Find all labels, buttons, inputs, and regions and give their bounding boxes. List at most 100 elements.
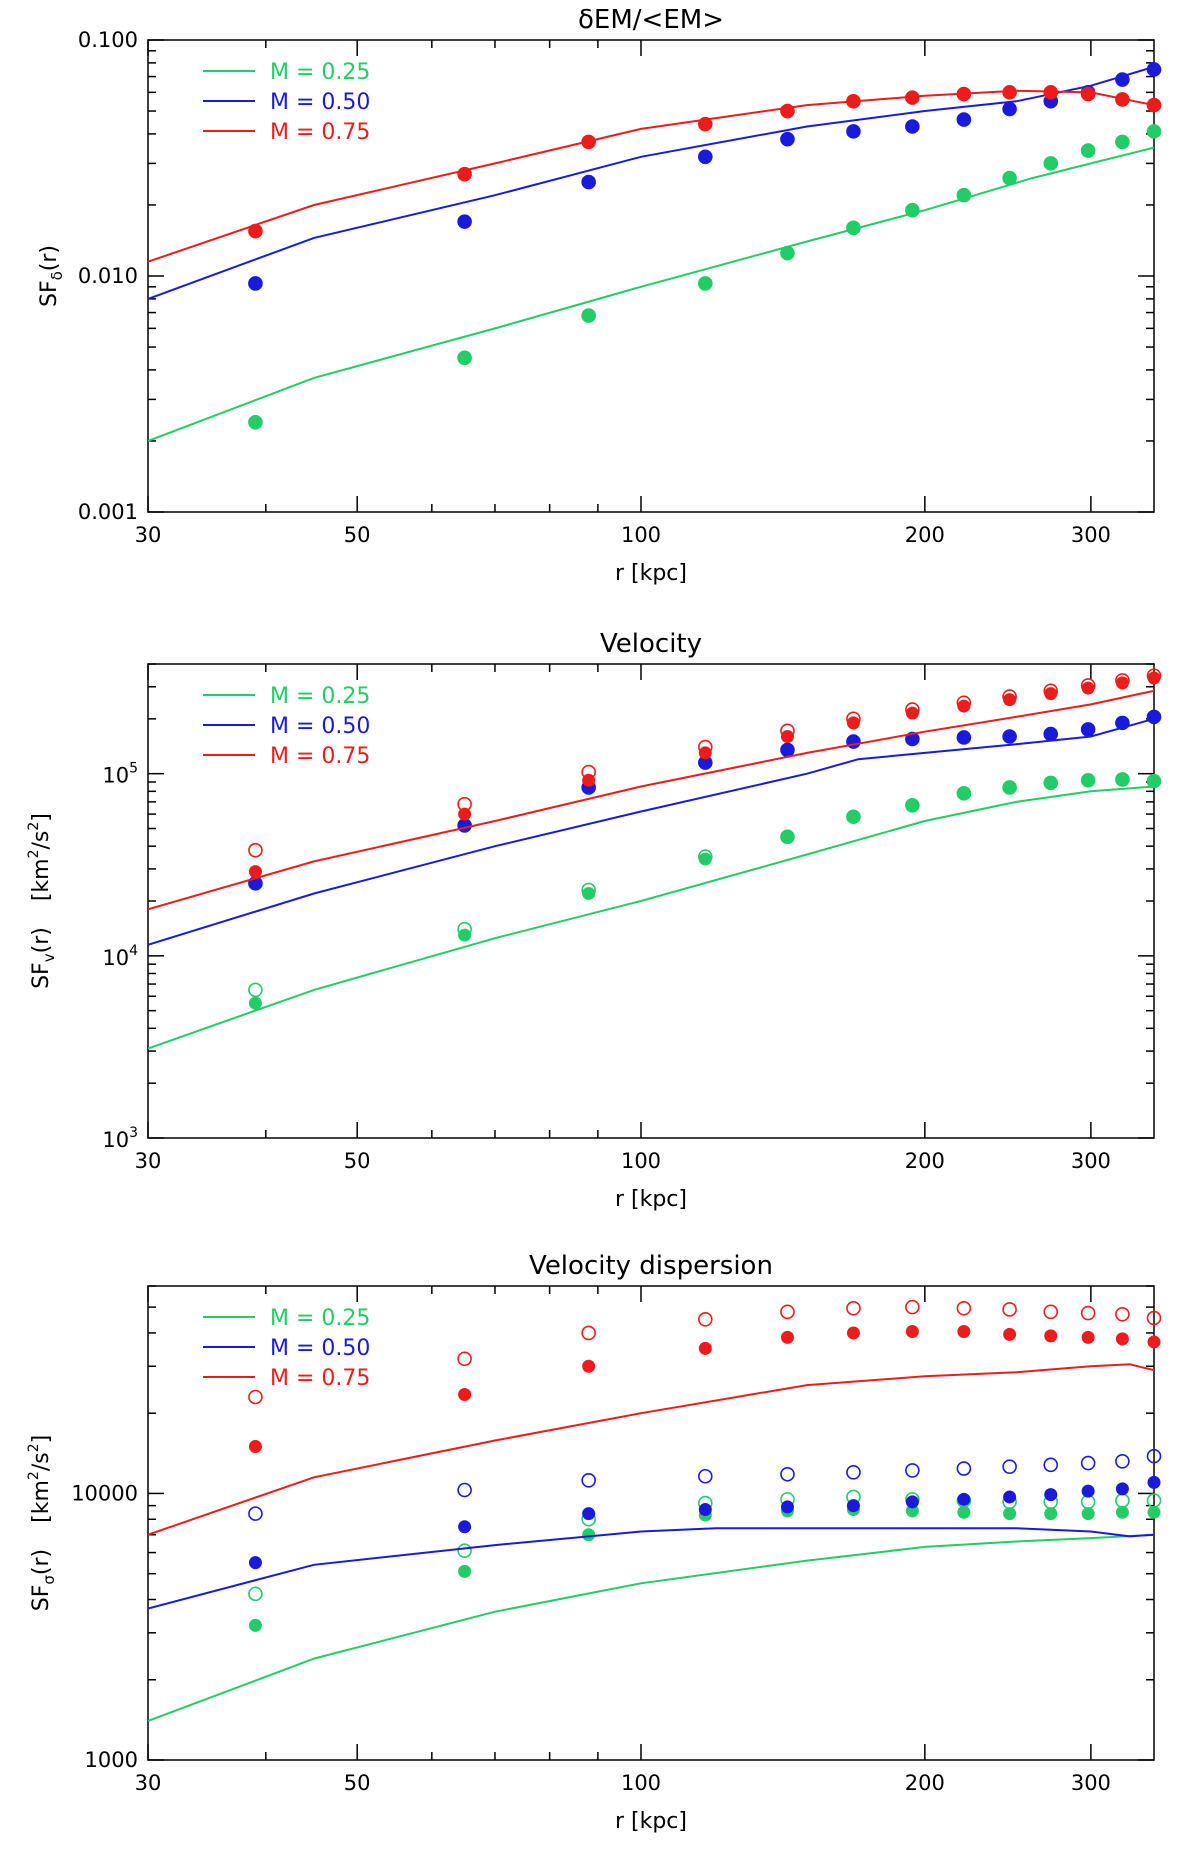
filled-marker (1115, 92, 1129, 106)
filled-marker (458, 1520, 472, 1534)
legend-label: M = 0.50 (270, 714, 370, 739)
series-3 (148, 668, 1162, 911)
filled-marker (582, 773, 596, 787)
filled-marker (1003, 85, 1017, 99)
filled-marker (957, 1505, 971, 1519)
series-3 (148, 85, 1162, 263)
filled-marker (1115, 772, 1129, 786)
filled-marker (957, 786, 971, 800)
y-axis-label: SFδ(r) (37, 245, 66, 307)
x-tick-label: 30 (135, 523, 162, 547)
filled-marker (458, 167, 472, 181)
filled-marker (846, 124, 860, 138)
filled-marker (248, 276, 262, 290)
series-line (148, 1363, 1154, 1536)
series-line (148, 785, 1154, 1050)
filled-marker (1081, 144, 1095, 158)
chart-panel-2: Velocity 30 50 100 200 300 103 104 105 r [kpc] SFv… (26, 629, 1162, 1212)
x-tick-label: 30 (135, 1149, 162, 1173)
filled-marker (846, 221, 860, 235)
open-marker (1146, 1448, 1162, 1464)
filled-marker (1147, 1475, 1161, 1489)
filled-marker (957, 1325, 971, 1339)
chart-title: Velocity dispersion (529, 1251, 773, 1281)
filled-marker (846, 716, 860, 730)
filled-marker (1147, 671, 1161, 685)
chart-panel-3: Velocity dispersion 30 50 100 200 300 1000 1000… (26, 1251, 1162, 1834)
legend-label: M = 0.50 (270, 1336, 370, 1361)
filled-marker (1115, 135, 1129, 149)
y-tick-label: 103 (102, 1125, 138, 1152)
legend: M = 0.25 M = 0.50 M = 0.75 (203, 60, 370, 145)
x-tick-label: 300 (1071, 523, 1111, 547)
filled-marker (1003, 729, 1017, 743)
open-marker (1115, 1453, 1130, 1469)
open-marker (457, 1351, 472, 1367)
filled-marker (582, 135, 596, 149)
x-axis-label: r [kpc] (615, 1809, 687, 1834)
filled-marker (1115, 716, 1129, 730)
x-axis-label: r [kpc] (615, 1187, 687, 1212)
y-tick-label: 0.010 (78, 264, 138, 288)
filled-marker (846, 94, 860, 108)
filled-marker (957, 87, 971, 101)
open-marker (698, 1468, 713, 1484)
filled-marker (905, 1504, 919, 1518)
filled-marker (780, 729, 794, 743)
legend: M = 0.25 M = 0.50 M = 0.75 (203, 1306, 370, 1391)
filled-marker (905, 203, 919, 217)
filled-marker (1003, 693, 1017, 707)
filled-marker (846, 1326, 860, 1340)
open-marker (846, 1465, 861, 1480)
filled-marker (905, 1495, 919, 1509)
filled-marker (1003, 780, 1017, 794)
filled-marker (1081, 773, 1095, 787)
filled-marker (1115, 1482, 1129, 1496)
filled-marker (1003, 1490, 1017, 1504)
filled-marker (1081, 1330, 1095, 1344)
open-marker (905, 1463, 920, 1478)
open-marker (457, 1543, 472, 1558)
filled-marker (1081, 87, 1095, 101)
series-line (148, 89, 1154, 263)
filled-marker (905, 798, 919, 812)
filled-marker (698, 852, 712, 866)
filled-marker (698, 117, 712, 131)
filled-marker (1147, 98, 1161, 112)
filled-marker (248, 415, 262, 429)
open-marker (780, 1304, 795, 1320)
filled-marker (248, 865, 262, 879)
open-marker (248, 1389, 263, 1405)
open-marker (698, 1312, 713, 1327)
filled-marker (582, 1528, 596, 1542)
x-tick-label: 100 (621, 1149, 661, 1173)
filled-marker (780, 1330, 794, 1344)
series-line (148, 146, 1154, 442)
chart-title: δEM/<EM> (578, 5, 724, 35)
filled-marker (1115, 1505, 1129, 1519)
filled-marker (1044, 156, 1058, 170)
filled-marker (458, 351, 472, 365)
y-tick-label: 104 (102, 943, 138, 970)
filled-marker (957, 188, 971, 202)
legend: M = 0.25 M = 0.50 M = 0.75 (203, 684, 370, 769)
filled-marker (1081, 681, 1095, 695)
filled-marker (582, 309, 596, 323)
open-marker (248, 842, 263, 858)
legend-label: M = 0.75 (270, 120, 370, 145)
filled-marker (1147, 774, 1161, 788)
filled-marker (1044, 1507, 1058, 1521)
open-marker (1080, 1305, 1096, 1321)
filled-marker (458, 215, 472, 229)
open-marker (248, 1586, 263, 1602)
open-marker (956, 1461, 972, 1476)
x-tick-label: 50 (344, 1149, 371, 1173)
filled-marker (1147, 1335, 1161, 1349)
x-tick-label: 200 (905, 1771, 945, 1795)
open-marker (457, 1482, 472, 1498)
filled-marker (248, 1556, 262, 1570)
filled-marker (248, 1618, 262, 1632)
filled-marker (698, 150, 712, 164)
filled-marker (1003, 1327, 1017, 1341)
